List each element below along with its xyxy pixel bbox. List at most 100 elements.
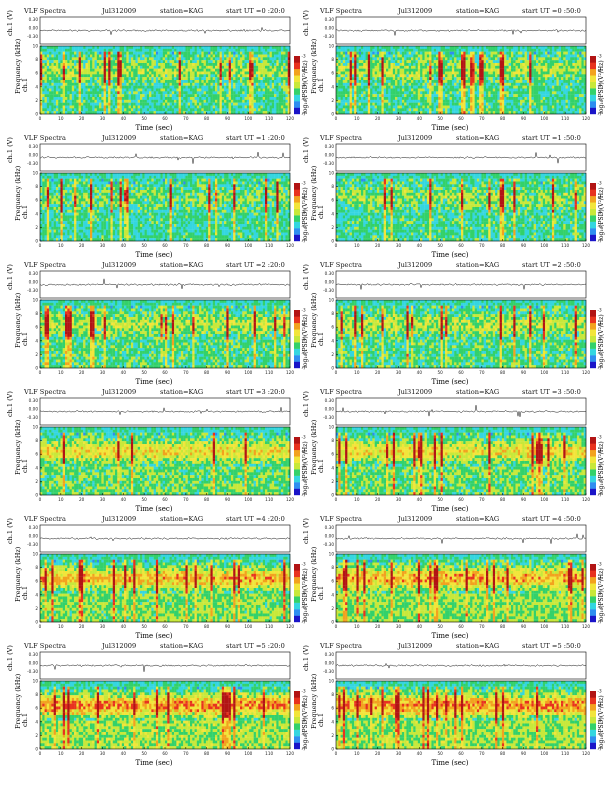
heatmap-cell (53, 102, 57, 106)
heatmap-cell (347, 74, 350, 78)
heatmap-cell (399, 46, 403, 49)
heatmap-cell (240, 97, 243, 100)
heatmap-cell (115, 63, 118, 66)
heatmap-cell (155, 102, 159, 106)
heatmap-cell (194, 63, 197, 66)
heatmap-cell (456, 88, 459, 92)
heatmap-cell (506, 54, 509, 58)
heatmap-cell (130, 105, 134, 109)
heatmap-cell (486, 54, 489, 58)
heatmap-cell (445, 74, 448, 78)
heatmap-cell (488, 54, 491, 58)
heatmap-cell (187, 51, 191, 55)
heatmap-cell (255, 74, 259, 78)
heatmap-cell (388, 65, 391, 69)
heatmap-cell (397, 60, 400, 64)
heatmap-cell (126, 74, 129, 78)
heatmap-cell (101, 80, 104, 83)
heatmap-cell (431, 94, 434, 98)
heatmap-cell (283, 77, 286, 81)
heatmap-cell (422, 94, 425, 98)
heatmap-cell (388, 71, 391, 75)
heatmap-cell (146, 97, 150, 100)
heatmap-cell (244, 108, 247, 112)
heatmap-cell (169, 91, 172, 95)
heatmap-cell (411, 82, 414, 86)
heatmap-cell (511, 71, 514, 75)
heatmap-cell (201, 80, 204, 83)
heatmap-cell (62, 74, 66, 78)
heatmap-cell (158, 77, 161, 81)
heatmap-cell (121, 46, 125, 49)
heatmap-cell (520, 91, 523, 95)
heatmap-cell (140, 71, 143, 75)
heatmap-cell (497, 99, 500, 103)
heatmap-cell (105, 74, 109, 78)
heatmap-cell (212, 85, 216, 89)
heatmap-cell (115, 51, 118, 55)
heatmap-cell (146, 77, 150, 81)
heatmap-cell (67, 74, 70, 78)
heatmap-cell (372, 97, 375, 100)
heatmap-cell (165, 99, 168, 103)
heatmap-cell (269, 102, 272, 106)
heatmap-cell (436, 97, 439, 100)
heatmap-cell (458, 63, 462, 66)
heatmap-cell (271, 60, 275, 64)
heatmap-cell (46, 102, 50, 106)
heatmap-cell (533, 60, 537, 64)
heatmap-cell (90, 111, 93, 115)
heatmap-cell (411, 46, 414, 49)
heatmap-cell (472, 74, 475, 78)
heatmap-cell (130, 97, 134, 100)
heatmap-cell (370, 60, 373, 64)
heatmap-cell (401, 82, 405, 86)
heatmap-cell (517, 65, 521, 69)
heatmap-cell (49, 46, 52, 49)
heatmap-cell (69, 80, 72, 83)
heatmap-cell (467, 97, 471, 100)
heatmap-cell (251, 82, 254, 86)
heatmap-cell (151, 91, 154, 95)
heatmap-cell (169, 88, 172, 92)
heatmap-cell (158, 51, 161, 55)
heatmap-cell (226, 108, 229, 112)
heatmap-cell (144, 111, 147, 115)
heatmap-cell (121, 99, 125, 103)
heatmap-cell (390, 54, 393, 58)
heatmap-cell (338, 88, 341, 92)
heatmap-cell (101, 99, 104, 103)
heatmap-cell (174, 91, 177, 95)
heatmap-cell (219, 77, 222, 81)
heatmap-cell (85, 105, 88, 109)
heatmap-cell (581, 82, 584, 86)
heatmap-cell (536, 99, 539, 103)
heatmap-cell (128, 77, 132, 81)
heatmap-cell (233, 97, 236, 100)
heatmap-cell (221, 77, 225, 81)
heatmap-cell (128, 91, 132, 95)
heatmap-cell (265, 68, 268, 72)
heatmap-cell (221, 99, 225, 103)
heatmap-cell (287, 63, 291, 66)
heatmap-cell (524, 80, 528, 83)
heatmap-cell (242, 65, 245, 69)
heatmap-cell (365, 94, 368, 98)
heatmap-cell (411, 60, 414, 64)
heatmap-cell (383, 102, 387, 106)
heatmap-cell (171, 85, 175, 89)
heatmap-cell (433, 80, 437, 83)
heatmap-cell (276, 65, 279, 69)
heatmap-cell (187, 63, 191, 66)
heatmap-cell (208, 71, 211, 75)
heatmap-cell (153, 97, 157, 100)
heatmap-cell (58, 60, 61, 64)
heatmap-cell (474, 71, 478, 75)
heatmap-cell (78, 48, 82, 52)
heatmap-cell (233, 88, 236, 92)
heatmap-cell (215, 82, 218, 86)
heatmap-cell (51, 57, 54, 61)
heatmap-cell (201, 85, 204, 89)
heatmap-cell (53, 46, 57, 49)
heatmap-cell (267, 68, 270, 72)
